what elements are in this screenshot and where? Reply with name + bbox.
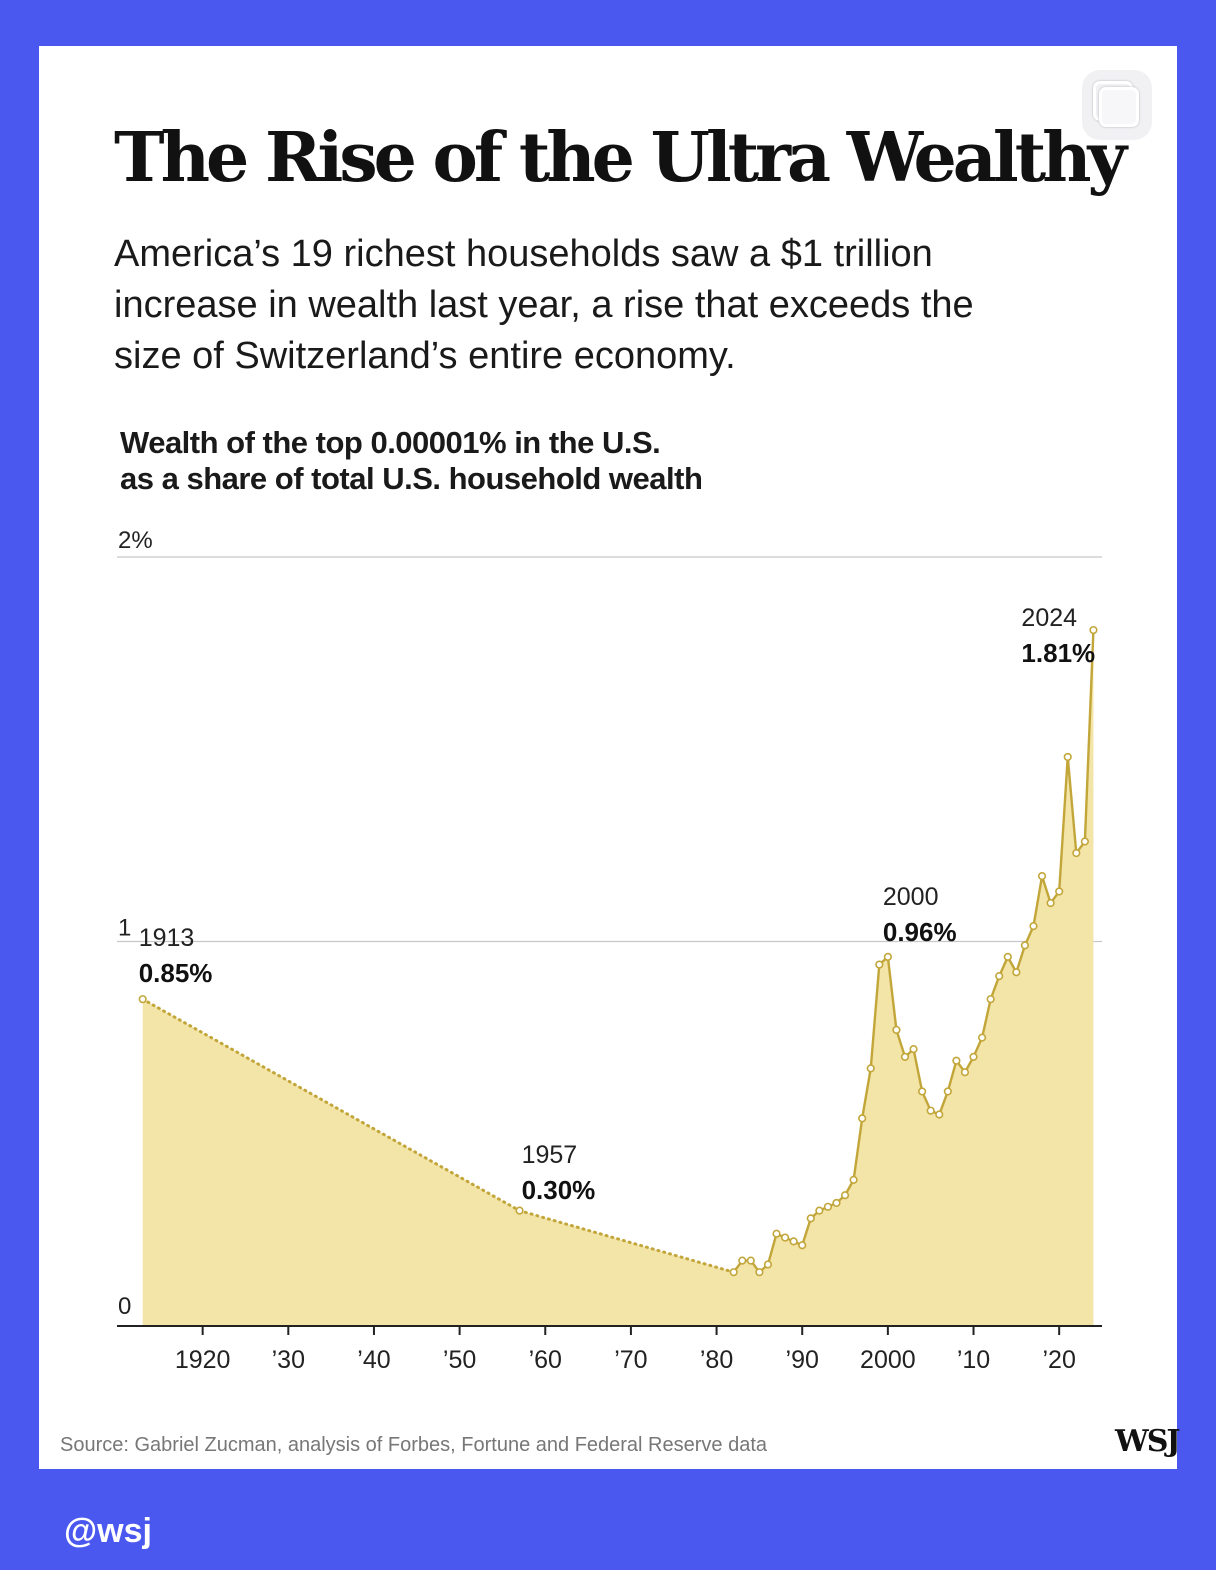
data-point-1998 bbox=[866, 1064, 875, 1073]
wsj-logo: WSJ bbox=[1115, 1424, 1181, 1459]
annotation-year-2000: 2000 bbox=[883, 883, 939, 911]
data-point-2001 bbox=[892, 1025, 901, 1035]
annotation-value-2000: 0.96% bbox=[883, 917, 957, 947]
data-point-2013 bbox=[995, 972, 1004, 981]
x-tick-label-2000: 2000 bbox=[860, 1346, 916, 1374]
data-point-2012 bbox=[986, 995, 995, 1004]
data-point-2017 bbox=[1029, 922, 1038, 931]
x-tick-label-1940: ’40 bbox=[357, 1346, 390, 1374]
data-point-2019 bbox=[1046, 898, 1055, 908]
data-point-2015 bbox=[1012, 968, 1021, 977]
x-tick-label-1980: ’80 bbox=[700, 1346, 733, 1374]
data-point-1988 bbox=[780, 1233, 790, 1242]
data-point-1986 bbox=[763, 1260, 773, 1269]
account-handle: @wsj bbox=[64, 1512, 152, 1550]
data-point-2000 bbox=[883, 952, 892, 961]
data-point-2011 bbox=[977, 1033, 987, 1042]
data-point-2016 bbox=[1020, 941, 1030, 950]
chart-title: Wealth of the top 0.00001% in the U.S. a… bbox=[120, 425, 820, 497]
y-tick-label-2: 2% bbox=[118, 527, 153, 554]
data-point-2003 bbox=[909, 1045, 918, 1054]
area-fill bbox=[142, 630, 1094, 1326]
data-point-1984 bbox=[746, 1256, 755, 1265]
x-tick-label-1990: ’90 bbox=[786, 1346, 819, 1374]
data-point-2006 bbox=[935, 1110, 944, 1119]
data-point-1982 bbox=[729, 1268, 738, 1277]
data-point-2009 bbox=[960, 1068, 970, 1077]
x-tick-label-1930: ’30 bbox=[272, 1346, 305, 1374]
data-point-2010 bbox=[969, 1052, 978, 1061]
data-point-1989 bbox=[789, 1237, 798, 1246]
annotation-value-2024: 1.81% bbox=[1021, 638, 1095, 668]
annotation-value-1913: 0.85% bbox=[139, 958, 213, 988]
data-point-1999 bbox=[875, 960, 884, 969]
page-subtitle: America’s 19 richest households saw a $1… bbox=[114, 233, 974, 377]
copy-icon[interactable] bbox=[1082, 70, 1152, 140]
x-tick-label-1950: ’50 bbox=[443, 1346, 476, 1374]
data-point-1993 bbox=[823, 1202, 833, 1211]
data-point-1997 bbox=[858, 1114, 867, 1123]
annotation-value-1957: 0.30% bbox=[522, 1175, 596, 1205]
x-tick-label-1970: ’70 bbox=[614, 1346, 647, 1374]
x-tick-label-1960: ’60 bbox=[529, 1346, 562, 1374]
dotted-segment-0 bbox=[141, 997, 522, 1213]
data-point-2023 bbox=[1080, 837, 1089, 846]
chart-title-line-1: Wealth of the top 0.00001% in the U.S. bbox=[120, 425, 661, 460]
chart-title-line-2: as a share of total U.S. household wealt… bbox=[120, 461, 703, 496]
annotation-year-1913: 1913 bbox=[139, 924, 195, 952]
data-point-2018 bbox=[1037, 872, 1047, 881]
x-tick-label-2020: ’20 bbox=[1042, 1346, 1075, 1374]
y-tick-label-0: 0 bbox=[118, 1293, 131, 1320]
data-point-1990 bbox=[798, 1241, 807, 1250]
dotted-segment-1 bbox=[518, 1209, 736, 1274]
data-point-1994 bbox=[832, 1198, 841, 1208]
data-point-1983 bbox=[738, 1256, 747, 1265]
annotation-year-1957: 1957 bbox=[522, 1141, 578, 1169]
data-point-2004 bbox=[918, 1087, 927, 1096]
data-point-1992 bbox=[815, 1206, 824, 1215]
data-point-1913 bbox=[138, 995, 147, 1004]
data-point-1995 bbox=[840, 1191, 850, 1200]
data-point-2022 bbox=[1072, 848, 1081, 858]
x-tick-label-2010: ’10 bbox=[957, 1346, 990, 1374]
data-point-1996 bbox=[849, 1175, 858, 1184]
y-tick-label-1: 1 bbox=[118, 915, 131, 942]
data-point-1985 bbox=[755, 1268, 764, 1277]
page-title: The Rise of the Ultra Wealthy bbox=[114, 118, 1127, 198]
source-note: Source: Gabriel Zucman, analysis of Forb… bbox=[60, 1434, 768, 1456]
data-point-2008 bbox=[952, 1056, 961, 1065]
data-point-1991 bbox=[806, 1214, 815, 1223]
data-point-1957 bbox=[515, 1206, 524, 1215]
data-point-1987 bbox=[772, 1229, 781, 1238]
data-point-2020 bbox=[1055, 887, 1064, 896]
annotation-year-2024: 2024 bbox=[1021, 604, 1077, 632]
data-point-2005 bbox=[926, 1106, 935, 1115]
x-tick-label-1920: 1920 bbox=[175, 1346, 231, 1374]
data-point-2007 bbox=[943, 1087, 952, 1096]
data-point-2014 bbox=[1003, 952, 1012, 961]
data-point-2024 bbox=[1089, 625, 1098, 635]
data-point-2021 bbox=[1063, 752, 1072, 762]
data-point-2002 bbox=[900, 1052, 910, 1061]
